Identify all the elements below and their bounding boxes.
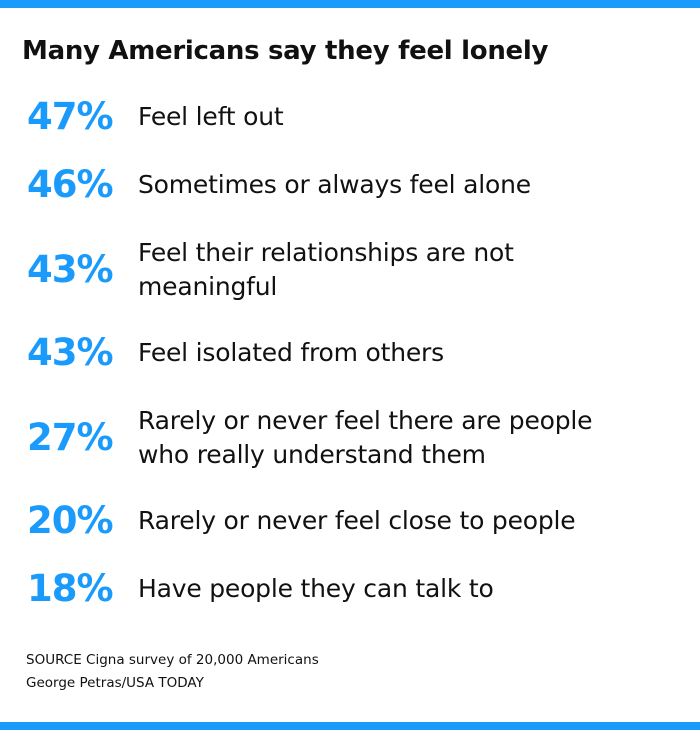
source-note: SOURCE Cigna survey of 20,000 Americans [26,652,319,668]
stat-row: 18% Have people they can talk to [0,567,700,610]
stat-percent: 27% [27,416,114,459]
stat-label-line: Feel isolated from others [138,338,444,367]
stat-label: Rarely or never feel there are people who… [138,404,688,472]
stat-row: 20% Rarely or never feel close to people [0,499,700,542]
stat-label: Feel their relationships are not meaningf… [138,236,688,304]
stat-label: Have people they can talk to [138,572,688,606]
stat-percent: 43% [27,331,114,374]
stat-label: Sometimes or always feel alone [138,168,688,202]
stat-row: 43% Feel their relationships are not meani… [0,236,700,304]
stat-label: Rarely or never feel close to people [138,504,688,538]
stat-row: 46% Sometimes or always feel alone [0,163,700,206]
stat-percent: 46% [27,163,114,206]
stat-row: 27% Rarely or never feel there are people… [0,404,700,472]
stat-row: 47% Feel left out [0,95,700,138]
stat-label-line: Have people they can talk to [138,574,494,603]
stat-percent: 18% [27,567,114,610]
stat-label-line: Rarely or never feel there are people [138,406,593,435]
stat-percent: 43% [27,248,114,291]
stat-percent: 20% [27,499,114,542]
credit-note: George Petras/USA TODAY [26,675,204,691]
stat-row: 43% Feel isolated from others [0,331,700,374]
stat-percent: 47% [27,95,114,138]
stat-label: Feel left out [138,100,688,134]
stat-label-line: meaningful [138,272,278,301]
chart-title: Many Americans say they feel lonely [22,36,549,66]
bottom-accent-bar [0,722,700,730]
stat-label-line: Feel their relationships are not [138,238,514,267]
stat-label-line: Feel left out [138,102,284,131]
stat-label-line: who really understand them [138,440,486,469]
stat-label-line: Sometimes or always feel alone [138,170,531,199]
top-accent-bar [0,0,700,8]
stat-label-line: Rarely or never feel close to people [138,506,576,535]
stat-label: Feel isolated from others [138,336,688,370]
